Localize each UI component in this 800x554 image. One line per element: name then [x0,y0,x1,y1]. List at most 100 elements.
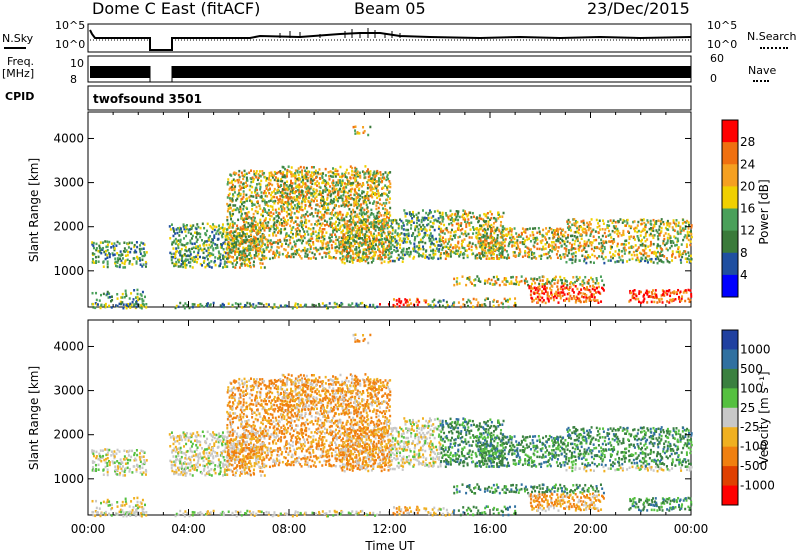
power-cell [351,237,354,240]
power-cell [538,293,541,296]
power-cell [113,242,116,245]
power-cell [362,242,365,246]
power-cell [355,198,358,201]
power-cell [420,219,423,222]
power-cell [635,226,638,230]
power-cell [372,259,375,262]
power-cell [531,231,534,234]
power-cell [582,279,585,282]
power-cell [135,302,138,305]
power-cell [316,203,319,206]
power-cell [600,255,603,258]
power-cell [241,240,244,244]
power-cell [265,201,268,204]
power-cell [315,176,318,179]
power-cell [169,228,172,231]
power-cell [321,199,324,203]
power-cell [290,220,293,223]
power-cell [628,258,631,262]
power-cell [423,226,426,229]
power-cell [102,246,105,250]
power-cell [311,192,314,195]
power-cell [365,248,368,252]
power-cell [255,176,258,179]
power-cell [602,241,605,245]
power-cell [502,238,505,242]
power-cell [273,252,276,255]
power-cell [553,235,556,239]
power-cell [644,232,647,235]
power-cell [230,181,233,184]
power-cell [402,247,405,251]
power-cell [498,244,501,247]
power-cell [263,226,266,230]
power-cell [447,230,450,234]
power-cell [596,286,599,290]
power-cell [312,243,315,246]
power-cell [325,181,328,185]
power-cell [195,245,198,248]
power-cell [503,240,506,244]
power-cell [364,194,367,198]
power-cell [352,227,355,230]
power-cell [321,235,324,239]
power-cell [353,204,356,208]
power-cell [677,221,680,224]
power-cell [228,231,231,234]
power-cell [638,260,641,264]
power-cell [288,238,291,242]
power-cell [683,250,686,253]
power-cell [182,237,185,240]
power-cell [235,227,238,231]
power-cell [116,252,119,255]
power-cell [483,254,486,258]
power-cell [326,196,329,200]
power-cell [479,303,482,307]
power-cell [292,174,295,178]
power-cell [127,246,130,249]
power-cell [103,304,106,307]
power-cell [503,256,506,259]
power-cell [677,247,680,251]
power-cell [495,255,498,258]
power-cell [106,243,109,246]
power-cell [404,240,407,244]
power-cell [324,179,327,183]
power-cell [304,207,307,210]
power-cell [345,241,348,244]
power-cell [253,191,256,194]
power-cell [395,239,398,243]
power-cell [283,174,286,178]
power-cell [684,250,687,253]
power-cell [621,242,624,246]
power-cell [284,235,287,239]
power-cell [339,256,342,260]
power-cell [549,249,552,252]
power-cell [375,221,378,224]
power-cell [322,207,325,211]
power-cell [182,304,185,308]
power-cell [235,257,238,260]
power-cell [417,241,420,244]
power-cell [483,302,486,306]
power-cell [482,219,485,223]
power-cell [637,237,640,240]
power-cell [144,295,147,299]
power-cell [357,193,360,196]
power-cell [352,218,355,222]
power-cell [671,259,674,262]
power-cell [520,275,523,278]
power-cell [306,189,309,192]
nave-tick-top: 60 [710,52,724,65]
power-cell [237,173,240,177]
power-cell [241,174,244,177]
power-cell [274,208,277,212]
power-cell [589,284,592,288]
power-cell [354,201,357,204]
power-cell [197,245,200,248]
power-cell [322,242,325,245]
power-cell [458,282,461,285]
power-cell [248,302,251,305]
power-cell [264,203,267,206]
power-cell [226,251,229,255]
